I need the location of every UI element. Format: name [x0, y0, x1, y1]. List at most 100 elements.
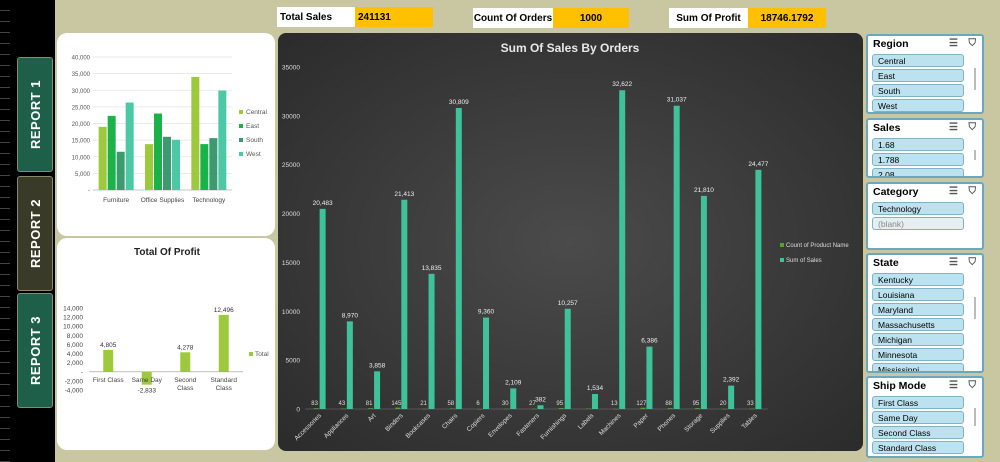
- bar: [172, 139, 180, 190]
- category-slicer-item[interactable]: (blank): [872, 217, 964, 230]
- category-slicer-item[interactable]: Technology: [872, 202, 964, 215]
- state-slicer-item[interactable]: Louisiana: [872, 288, 964, 301]
- sales-slicer-item[interactable]: 2.08: [872, 168, 964, 176]
- region-slicer-item[interactable]: West: [872, 99, 964, 112]
- legend-swatch: [239, 152, 243, 156]
- y-tick-label: 35000: [282, 65, 300, 72]
- state-slicer-item[interactable]: Massachusetts: [872, 318, 964, 331]
- report-3-label: REPORT 3: [27, 315, 43, 386]
- sales-slicer-item[interactable]: 1.68: [872, 138, 964, 151]
- y-tick-label: -2,000: [65, 378, 84, 385]
- bar: [449, 408, 455, 409]
- bar: [200, 144, 209, 190]
- multi-select-icon[interactable]: ☰: [949, 257, 958, 268]
- state-slicer: State ☰ ⛉ Kentucky Louisiana Maryland Massac…: [866, 253, 984, 373]
- region-slicer-item[interactable]: Central: [872, 54, 964, 67]
- data-label: 30: [502, 401, 509, 407]
- data-label: 33: [747, 401, 754, 407]
- data-label: 9,360: [478, 309, 495, 316]
- y-tick-label: 14,000: [63, 306, 83, 313]
- y-tick-label: 40,000: [72, 56, 91, 62]
- state-slicer-item[interactable]: Mississippi: [872, 363, 964, 371]
- data-label: 8,970: [342, 312, 359, 319]
- report-2-button[interactable]: REPORT 2: [17, 176, 53, 291]
- multi-select-icon[interactable]: ☰: [949, 380, 958, 391]
- state-slicer-item[interactable]: Maryland: [872, 303, 964, 316]
- x-tick-label: Office Supplies: [141, 197, 185, 204]
- state-slicer-item[interactable]: Michigan: [872, 333, 964, 346]
- x-tick-label: Binders: [384, 412, 405, 433]
- bar: [694, 408, 700, 409]
- bar: [537, 405, 544, 409]
- region-slicer-item[interactable]: South: [872, 84, 964, 97]
- y-tick-label: 0: [296, 407, 300, 414]
- data-label: 1,534: [587, 385, 604, 392]
- region-slicer-item[interactable]: East: [872, 69, 964, 82]
- clear-filter-icon[interactable]: ⛉: [968, 186, 977, 197]
- sales-slicer-items: 1.68 1.788 2.08: [868, 138, 982, 176]
- legend-swatch: [239, 124, 243, 128]
- shipmode-slicer-item[interactable]: First Class: [872, 396, 964, 409]
- multi-select-icon[interactable]: ☰: [949, 186, 958, 197]
- bar: [749, 408, 755, 410]
- chart-title: Sum Of Sales By Orders: [501, 41, 640, 55]
- clear-filter-icon[interactable]: ⛉: [968, 122, 977, 133]
- sales-slicer-item[interactable]: 1.788: [872, 153, 964, 166]
- x-tick-label: Copiers: [466, 412, 487, 433]
- report-1-label: REPORT 1: [27, 79, 43, 150]
- chart-title: Total Of Profit: [134, 247, 201, 258]
- x-tick-label-line: First Class: [93, 377, 124, 384]
- count-orders-value: 1000: [553, 8, 629, 28]
- shipmode-slicer-item[interactable]: Standard Class: [872, 441, 964, 454]
- clear-filter-icon[interactable]: ⛉: [968, 38, 977, 49]
- multi-select-icon[interactable]: ☰: [949, 122, 958, 133]
- bar: [477, 408, 483, 410]
- sales-slicer-scrollbar[interactable]: [974, 150, 976, 160]
- total-profit-card: Total Of Profit -4,000 -2,000-2,000 4,000 6,…: [57, 238, 275, 450]
- data-label: 10,257: [558, 300, 578, 307]
- bar: [755, 169, 762, 409]
- multi-select-icon[interactable]: ☰: [949, 38, 958, 49]
- data-label: 95: [693, 401, 700, 407]
- x-tick-label: Bookcases: [405, 412, 433, 440]
- bar: [673, 105, 680, 409]
- bar: [125, 102, 134, 190]
- bar: [700, 195, 707, 409]
- bar: [103, 349, 114, 372]
- bar: [483, 317, 490, 409]
- bar: [401, 199, 408, 409]
- clear-filter-icon[interactable]: ⛉: [968, 257, 977, 268]
- state-slicer-scrollbar[interactable]: [974, 297, 976, 319]
- bar: [395, 407, 401, 409]
- shipmode-slicer-item[interactable]: Same Day: [872, 411, 964, 424]
- nav-ruler: [0, 0, 10, 462]
- x-tick-label: Supplies: [709, 412, 732, 435]
- y-tick-label: 2,000: [67, 360, 84, 367]
- y-tick-label: 12,000: [63, 315, 83, 322]
- shipmode-slicer-item[interactable]: Second Class: [872, 426, 964, 439]
- total-sales-value: 241131: [355, 7, 433, 27]
- ship-mode-slicer-scrollbar[interactable]: [974, 408, 976, 426]
- bar: [346, 321, 353, 409]
- y-tick-label: -4,000: [65, 388, 84, 395]
- report-3-button[interactable]: REPORT 3: [17, 293, 53, 408]
- data-label: 2,109: [505, 379, 522, 386]
- bar: [141, 371, 152, 385]
- region-slicer-scrollbar[interactable]: [974, 68, 976, 90]
- clear-filter-icon[interactable]: ⛉: [968, 380, 977, 391]
- bar: [646, 346, 653, 409]
- bar: [558, 408, 564, 409]
- state-slicer-item[interactable]: Kentucky: [872, 273, 964, 286]
- total-sales-label: Total Sales: [277, 7, 355, 27]
- x-tick-label: Fasteners: [516, 412, 542, 438]
- y-tick-label: 10,000: [63, 324, 83, 331]
- data-label: 382: [535, 396, 546, 403]
- y-tick-label: 15,000: [72, 139, 91, 145]
- x-tick-label: Furniture: [103, 197, 129, 204]
- legend-label: Total: [255, 351, 269, 358]
- bar: [163, 136, 171, 190]
- state-slicer-item[interactable]: Minnesota: [872, 348, 964, 361]
- report-1-button[interactable]: REPORT 1: [17, 57, 53, 172]
- y-tick-label: -: [88, 189, 90, 195]
- bar: [145, 144, 153, 190]
